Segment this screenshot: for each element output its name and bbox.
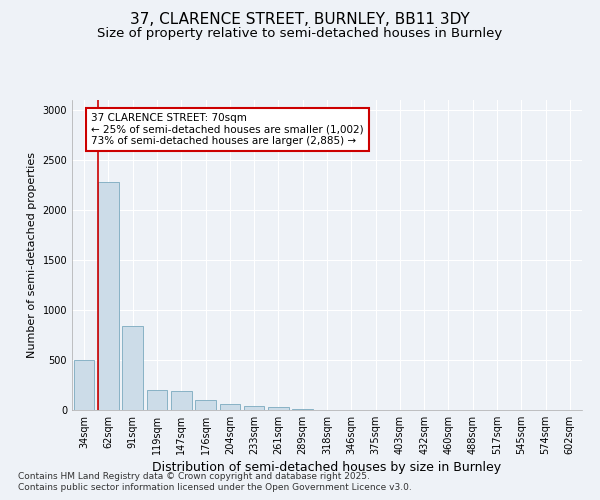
Bar bbox=[244, 406, 265, 410]
Text: Size of property relative to semi-detached houses in Burnley: Size of property relative to semi-detach… bbox=[97, 28, 503, 40]
Bar bbox=[98, 182, 119, 410]
Bar bbox=[146, 390, 167, 410]
Bar bbox=[195, 400, 216, 410]
X-axis label: Distribution of semi-detached houses by size in Burnley: Distribution of semi-detached houses by … bbox=[152, 461, 502, 474]
Bar bbox=[268, 407, 289, 410]
Text: Contains HM Land Registry data © Crown copyright and database right 2025.: Contains HM Land Registry data © Crown c… bbox=[18, 472, 370, 481]
Bar bbox=[171, 391, 191, 410]
Bar bbox=[74, 360, 94, 410]
Bar bbox=[220, 404, 240, 410]
Text: Contains public sector information licensed under the Open Government Licence v3: Contains public sector information licen… bbox=[18, 484, 412, 492]
Bar bbox=[292, 409, 313, 410]
Text: 37, CLARENCE STREET, BURNLEY, BB11 3DY: 37, CLARENCE STREET, BURNLEY, BB11 3DY bbox=[130, 12, 470, 28]
Text: 37 CLARENCE STREET: 70sqm
← 25% of semi-detached houses are smaller (1,002)
73% : 37 CLARENCE STREET: 70sqm ← 25% of semi-… bbox=[91, 113, 364, 146]
Bar bbox=[122, 326, 143, 410]
Y-axis label: Number of semi-detached properties: Number of semi-detached properties bbox=[27, 152, 37, 358]
